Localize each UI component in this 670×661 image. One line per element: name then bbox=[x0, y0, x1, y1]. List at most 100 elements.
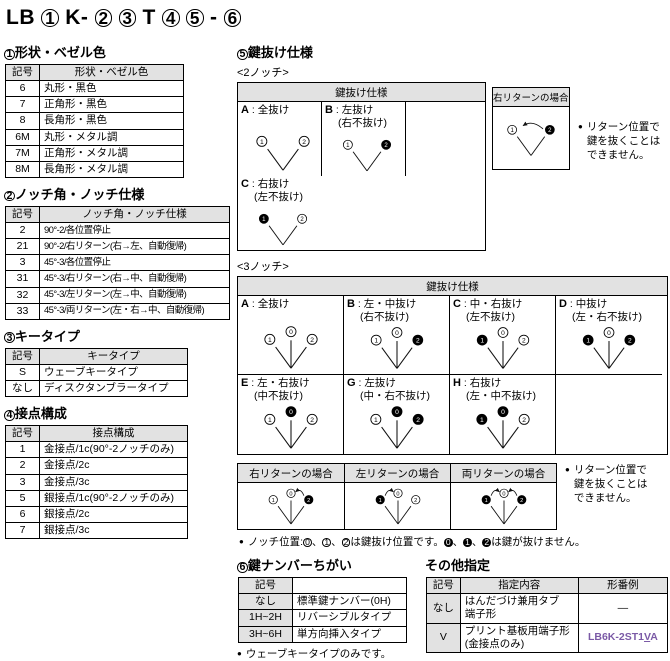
value-cell: 金接点/2c bbox=[39, 457, 188, 475]
notch-position-note: ● ノッチ位置: 0、 1、 2 は鍵抜け位置です。 0、 1、 2 は鍵が抜けません。 bbox=[239, 535, 668, 549]
code-cell: 3 bbox=[5, 254, 40, 272]
svg-text:1: 1 bbox=[480, 337, 484, 344]
code-cell: 2 bbox=[5, 457, 40, 475]
svg-text:0: 0 bbox=[607, 330, 611, 337]
value-cell: プリント基板用端子形 (金接点のみ) bbox=[459, 622, 579, 653]
code-cell: 1H~2H bbox=[238, 609, 293, 627]
circled-number: 2 bbox=[4, 190, 15, 202]
value-cell: 金接点/3c bbox=[39, 473, 188, 491]
svg-text:1: 1 bbox=[510, 128, 514, 134]
code-cell: なし bbox=[5, 379, 40, 398]
svg-text:2: 2 bbox=[415, 337, 419, 344]
svg-text:2: 2 bbox=[521, 337, 525, 344]
column-header: 記号 bbox=[5, 425, 40, 443]
circled-number: 2 bbox=[94, 9, 113, 28]
page-title: LB 1 K- 2 3 T 4 5 - 6 bbox=[6, 6, 668, 30]
table-row: 7 銀接点/3c bbox=[5, 521, 188, 540]
value-cell: 45°-3/両リターン(左・右→中、自動復帰) bbox=[39, 302, 230, 320]
content-columns: 1 形状・ベゼル色 記号 形状・ベゼル色 6 丸形・黒色 7 正角形・黒色 8 長角形・黒色 6M… bbox=[4, 36, 669, 661]
circled-number: 0 bbox=[303, 536, 312, 547]
keyout-cell-G: G : 左抜け (中・右不抜け) 1 0 2 bbox=[344, 375, 450, 454]
circled-number: 2 bbox=[341, 536, 351, 547]
table-row: 7 正角形・黒色 bbox=[5, 96, 184, 114]
notch-diagram: 1 0 2 bbox=[268, 487, 314, 525]
value-cell: 45°-3/左リターン(左→中、自動復帰) bbox=[39, 286, 230, 304]
keyout-cell-C: C : 中・右抜け (左不抜け) 1 0 2 bbox=[450, 296, 556, 375]
other-spec-section: その他指定 記号 指定内容 形番例 なし はんだづけ兼用タブ 端子形 — V プリント基板用端… bbox=[425, 549, 669, 653]
column-header: 記号 bbox=[238, 577, 293, 595]
return-case-header: 右リターンの場合 bbox=[238, 464, 344, 483]
notch2-row: 鍵抜け仕様 A : 全抜け 1 2 B : 左抜け (右不抜け) 1 2 C : 右抜け (左不… bbox=[237, 82, 668, 251]
notch2-table-body: A : 全抜け 1 2 B : 左抜け (右不抜け) 1 2 C : 右抜け (左不抜け) 1 2 bbox=[238, 102, 485, 250]
code-cell: V bbox=[426, 622, 461, 653]
value-cell: 銀接点/3c bbox=[39, 521, 188, 540]
value-cell: 金接点/1c(90°-2ノッチのみ) bbox=[39, 441, 188, 459]
code-cell: 3H~6H bbox=[238, 625, 293, 643]
circled-number: 1 bbox=[4, 49, 15, 60]
keyout-cell-subnote: (右不抜け) bbox=[360, 311, 409, 324]
svg-text:0: 0 bbox=[502, 491, 505, 497]
value-cell: 長角形・黒色 bbox=[39, 112, 184, 130]
value-cell: 銀接点/1c(90°-2ノッチのみ) bbox=[39, 489, 188, 507]
table-row: V プリント基板用端子形 (金接点のみ) LB6K-2ST1VA bbox=[426, 622, 669, 653]
keyout-cell-subnote: (中不抜け) bbox=[254, 390, 303, 403]
svg-text:1: 1 bbox=[260, 139, 264, 146]
svg-text:2: 2 bbox=[520, 498, 523, 504]
code-cell: 8 bbox=[5, 112, 40, 130]
svg-text:1: 1 bbox=[479, 417, 483, 424]
table-row: 1H~2H リバーシブルタイプ bbox=[238, 609, 407, 627]
svg-text:1: 1 bbox=[272, 498, 275, 504]
notch-angle: 記号 ノッチ角・ノッチ仕様 2 90°-2/各位置停止 21 90°-2/右リターン(右→… bbox=[4, 205, 237, 320]
svg-text:2: 2 bbox=[548, 128, 552, 134]
model-number: LB6K-2ST1VA bbox=[587, 631, 658, 644]
keyout-cell-label: B : 左抜け bbox=[325, 104, 374, 116]
svg-text:0: 0 bbox=[501, 409, 505, 416]
circled-number: 4 bbox=[162, 9, 180, 28]
keyout-cell-label: H : 右抜け bbox=[453, 377, 502, 389]
svg-text:1: 1 bbox=[262, 216, 266, 223]
notch-diagram: 1 0 2 bbox=[263, 406, 318, 449]
value-cell: 銀接点/2c bbox=[39, 505, 188, 523]
column-header: ノッチ角・ノッチ仕様 bbox=[39, 205, 230, 224]
notch2-label: <2ノッチ> bbox=[237, 67, 289, 79]
keyout-cell-label: E : 左・右抜け bbox=[241, 377, 310, 389]
keyout-cell-label: D : 中抜け bbox=[559, 298, 608, 310]
keyout-cell-D: D : 中抜け (左・右不抜け) 1 0 2 bbox=[556, 296, 662, 375]
table-row: 21 90°-2/右リターン(右→左、自動復帰) bbox=[5, 238, 230, 256]
table-row: 8M 長角形・メタル調 bbox=[5, 160, 184, 178]
column-header: 形状・ベゼル色 bbox=[39, 63, 184, 82]
code-cell: 2 bbox=[5, 221, 40, 240]
keyout-cell-label: C : 右抜け bbox=[241, 178, 290, 190]
value-cell: 正角形・黒色 bbox=[39, 96, 184, 114]
svg-text:2: 2 bbox=[384, 142, 388, 149]
table-row: 3H~6H 単方向挿入タイプ bbox=[238, 625, 407, 643]
value-cell: 45°-3/各位置停止 bbox=[39, 254, 230, 272]
header-row: 記号 ノッチ角・ノッチ仕様 bbox=[5, 205, 230, 224]
value-cell: — bbox=[577, 593, 669, 624]
code-cell: なし bbox=[238, 593, 293, 611]
code-cell: 21 bbox=[5, 238, 40, 256]
svg-text:1: 1 bbox=[378, 498, 381, 504]
keyout-cell-label: B : 左・中抜け bbox=[347, 298, 417, 310]
keyout-cell-label: A : 全抜け bbox=[241, 104, 290, 116]
table-row: 2 金接点/2c bbox=[5, 457, 188, 475]
value-cell: 90°-2/右リターン(右→左、自動復帰) bbox=[39, 238, 230, 256]
value-cell: リバーシブルタイプ bbox=[292, 609, 407, 627]
keyout-spec-heading: 5 鍵抜け仕様 bbox=[237, 42, 668, 61]
notch-diagram: 1 0 2 bbox=[263, 326, 318, 369]
keyout-cell-subnote: (左・中不抜け) bbox=[466, 390, 536, 403]
bullet-icon: ● bbox=[577, 122, 583, 131]
code-cell: なし bbox=[426, 593, 461, 624]
notch2-return-note: ● リターン位置で鍵を抜くことはできません。 bbox=[578, 120, 668, 163]
circled-number-filled: 2 bbox=[482, 536, 492, 547]
circled-number-filled: 1 bbox=[463, 536, 472, 547]
keyout-cell-subnote: (左・右不抜け) bbox=[572, 311, 642, 324]
column-header: 接点構成 bbox=[39, 425, 188, 443]
svg-text:0: 0 bbox=[289, 329, 293, 336]
notch-angle-table: 記号 ノッチ角・ノッチ仕様 2 90°-2/各位置停止 21 90°-2/右リターン(右→… bbox=[5, 205, 230, 320]
contact-config: 記号 接点構成 1 金接点/1c(90°-2ノッチのみ) 2 金接点/2c 3 金接点/3c 5… bbox=[4, 425, 237, 540]
return-case-both: 両リターンの場合 1 0 2 bbox=[450, 464, 556, 529]
